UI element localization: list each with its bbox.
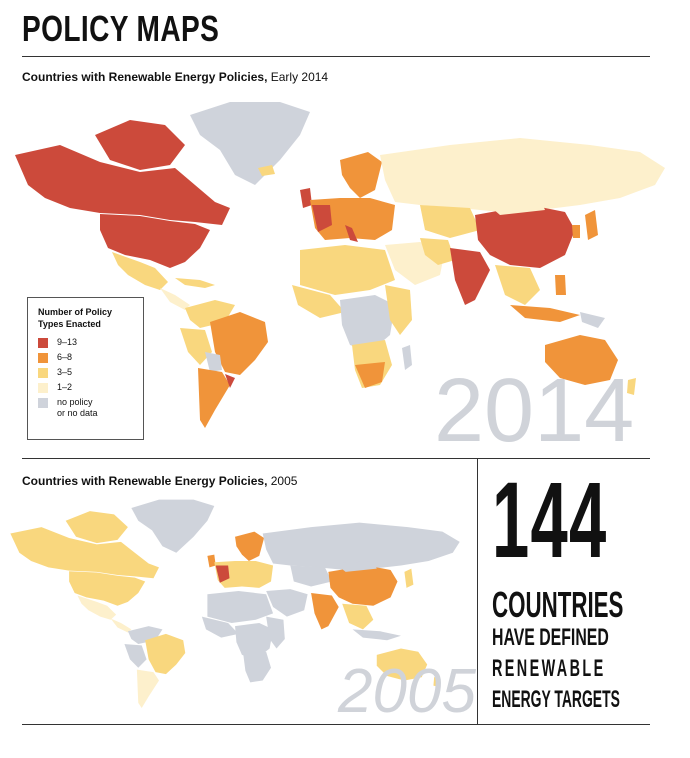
stat-line-energy-targets: ENERGY TARGETS [492, 686, 620, 713]
legend-swatch [38, 368, 48, 378]
southeast-asia-region [495, 265, 540, 305]
argentina-region [198, 368, 230, 428]
central-africa-region [235, 622, 274, 660]
iceland-region [258, 165, 275, 176]
greenland-region [131, 499, 215, 553]
canada-region [15, 145, 230, 225]
usa-region [69, 571, 146, 606]
papua-region [580, 312, 605, 328]
central-asia-region [290, 565, 332, 587]
brazil-region [210, 312, 268, 375]
mexico-region [112, 252, 168, 290]
korea-region [572, 225, 580, 238]
india-region [450, 248, 490, 305]
page-title: POLICY MAPS [22, 8, 220, 49]
scandinavia-region [340, 152, 382, 198]
bolivia-region [205, 352, 222, 372]
scandinavia-region [235, 531, 265, 561]
central-america-region [110, 618, 132, 633]
uruguay-region [225, 374, 235, 388]
north-africa-region [207, 591, 274, 623]
canada-islands-region [65, 511, 128, 544]
west-africa-region [292, 285, 345, 318]
caribbean-region [175, 278, 215, 288]
map-2005-title: Countries with Renewable Energy Policies… [22, 474, 298, 488]
argentina-region [136, 669, 159, 708]
australia-region [545, 335, 618, 385]
greenland-region [190, 102, 310, 185]
central-america-region [160, 288, 190, 310]
russia-region [380, 138, 665, 212]
central-asia-region [420, 205, 480, 238]
mongolia-region [485, 198, 545, 215]
southeast-asia-region [342, 603, 374, 630]
mongolia-region [335, 561, 377, 572]
uk-region [207, 554, 216, 568]
madagascar-region [402, 345, 412, 370]
legend-swatch [38, 338, 48, 348]
world-map-2014 [15, 102, 665, 428]
stat-line-countries: COUNTRIES [492, 584, 624, 625]
east-africa-region [385, 285, 412, 335]
china-region [475, 205, 575, 268]
australia-region [376, 648, 428, 681]
italy-region [345, 225, 358, 242]
stat-line-have-defined: HAVE DEFINED [492, 624, 609, 651]
philippines-region [555, 275, 566, 295]
peru-region [124, 644, 147, 668]
legend-item-6-8: 6–8 [38, 352, 133, 363]
world-map-2005 [10, 499, 460, 708]
canada-islands-region [95, 120, 185, 170]
legend-swatch [38, 398, 48, 408]
central-africa-region [340, 295, 395, 352]
mexico-region [77, 595, 117, 620]
section-rule [22, 458, 650, 459]
russia-region [262, 522, 460, 570]
bottom-rule [22, 724, 650, 725]
peru-region [180, 328, 212, 365]
indonesia-region [352, 629, 401, 641]
uk-region [300, 188, 312, 208]
legend-title: Number of Policy Types Enacted [38, 307, 113, 329]
iran-region [420, 238, 455, 265]
stat-number: 144 [492, 459, 608, 580]
legend-item-3-5: 3–5 [38, 367, 133, 378]
new-zealand-region [627, 378, 636, 395]
year-label-2005: 2005 [338, 657, 476, 726]
legend-item-no-policy: no policy or no data [38, 397, 133, 419]
map-2014-title: Countries with Renewable Energy Policies… [22, 70, 329, 84]
west-africa-region [201, 616, 239, 638]
east-africa-region [266, 616, 285, 649]
year-label-2014: 2014 [434, 361, 635, 461]
legend-swatch [38, 383, 48, 393]
india-region [311, 592, 339, 630]
western-europe-region [312, 205, 332, 232]
south-africa-region [355, 362, 385, 388]
southern-africa-region [243, 651, 271, 683]
legend: Number of Policy Types Enacted 9–13 6–8 … [27, 297, 144, 440]
japan-region [404, 568, 414, 588]
legend-swatch [38, 353, 48, 363]
japan-region [585, 210, 598, 240]
stat-line-renewable: RENEWABLE [492, 655, 606, 682]
europe-region [310, 198, 395, 240]
china-region [328, 565, 398, 606]
divider-line [477, 458, 478, 724]
middle-east-region [266, 589, 308, 617]
western-europe-region [215, 565, 230, 583]
usa-region [100, 214, 210, 268]
legend-item-1-2: 1–2 [38, 382, 133, 393]
brazil-region [145, 633, 186, 675]
title-rule [22, 56, 650, 57]
new-zealand-region [433, 676, 440, 687]
north-africa-region [300, 245, 395, 295]
canada-region [10, 527, 159, 579]
europe-region [214, 561, 274, 588]
indonesia-region [510, 305, 580, 322]
legend-item-9-13: 9–13 [38, 337, 133, 348]
